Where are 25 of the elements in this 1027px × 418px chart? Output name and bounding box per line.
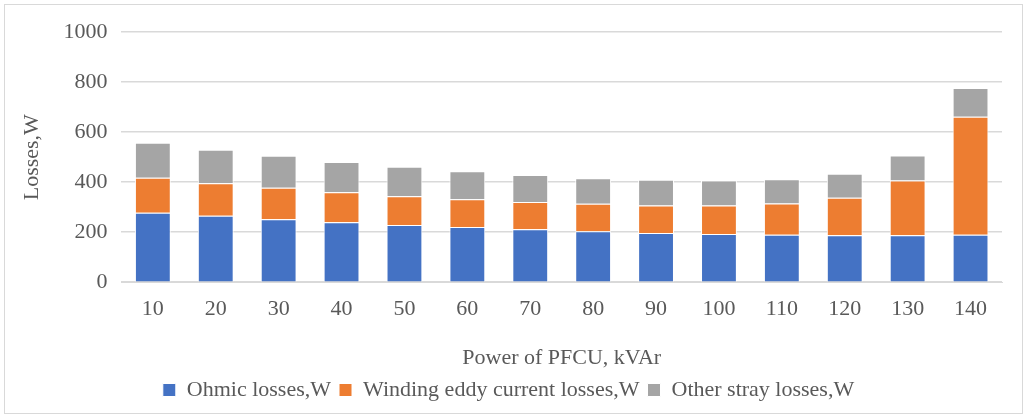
x-tick-label: 140	[954, 295, 988, 321]
legend-label: Other stray losses,W	[671, 375, 855, 401]
legend-label: Ohmic losses,W	[186, 375, 332, 401]
y-tick-label: 400	[74, 167, 108, 193]
x-tick-label: 70	[519, 295, 542, 321]
x-tick-label: 120	[828, 295, 862, 321]
x-tick-label: 130	[891, 295, 925, 321]
x-tick-label: 110	[765, 295, 798, 321]
y-tick-label: 200	[74, 217, 108, 243]
x-axis-title: Power of PFCU, kVAr	[462, 343, 662, 369]
y-tick-label: 800	[74, 67, 108, 93]
y-tick-label: 600	[74, 117, 108, 143]
x-tick-label: 60	[456, 295, 479, 321]
y-tick-label: 1000	[63, 17, 108, 43]
x-tick-label: 10	[141, 295, 164, 321]
x-tick-label: 100	[702, 295, 736, 321]
x-tick-label: 80	[582, 295, 605, 321]
x-tick-label: 40	[330, 295, 353, 321]
x-tick-label: 30	[267, 295, 290, 321]
y-tick-label: 0	[96, 267, 108, 293]
legend-label: Winding eddy current losses,W	[363, 375, 640, 401]
x-tick-label: 20	[204, 295, 227, 321]
x-tick-label: 50	[393, 295, 416, 321]
y-axis-title: Losses,W	[17, 113, 43, 201]
x-tick-label: 90	[645, 295, 668, 321]
